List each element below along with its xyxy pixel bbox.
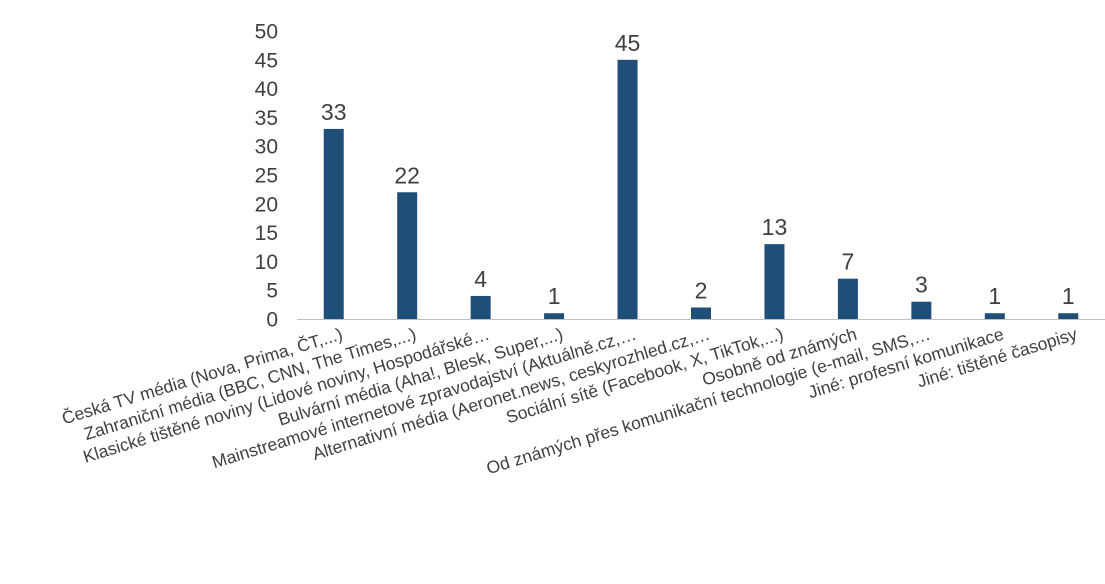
y-tick-label: 40 [255,78,278,101]
data-label: 22 [394,162,420,188]
data-label: 3 [915,272,928,298]
y-axis-ticks: 0 5 10 15 20 25 30 35 40 45 50 [255,21,278,332]
y-tick-label: 25 [255,165,278,188]
data-label: 2 [695,277,708,303]
y-tick-label: 45 [255,49,278,72]
bar [984,313,1005,319]
y-tick-label: 10 [255,251,278,274]
y-tick-label: 5 [266,280,278,303]
data-label: 13 [762,214,788,240]
y-tick-label: 15 [255,222,278,245]
category-labels: Česká TV média (Nova, Prima, ČT,...)Zahr… [59,323,1080,478]
y-tick-label: 20 [255,193,278,216]
y-tick-label: 50 [255,21,278,44]
bar [470,295,491,319]
data-labels: 33 22 4 1 45 2 13 7 3 1 1 [321,30,1075,309]
bar [837,278,858,319]
data-label: 33 [321,99,347,125]
y-tick-label: 0 [266,309,278,332]
data-label: 1 [1062,283,1075,309]
bar [911,301,932,319]
bar [323,128,344,319]
data-label: 4 [474,266,487,292]
bar [617,59,638,320]
bar [764,244,785,319]
bar-series [323,59,1079,320]
bar [691,307,711,319]
data-label: 1 [548,283,561,309]
data-label: 7 [842,249,855,275]
y-tick-label: 35 [255,107,278,130]
bar [397,192,418,319]
data-label: 1 [988,283,1001,309]
y-tick-label: 30 [255,136,278,159]
bar [1058,313,1079,319]
data-label: 45 [615,30,641,56]
bar [544,313,565,319]
